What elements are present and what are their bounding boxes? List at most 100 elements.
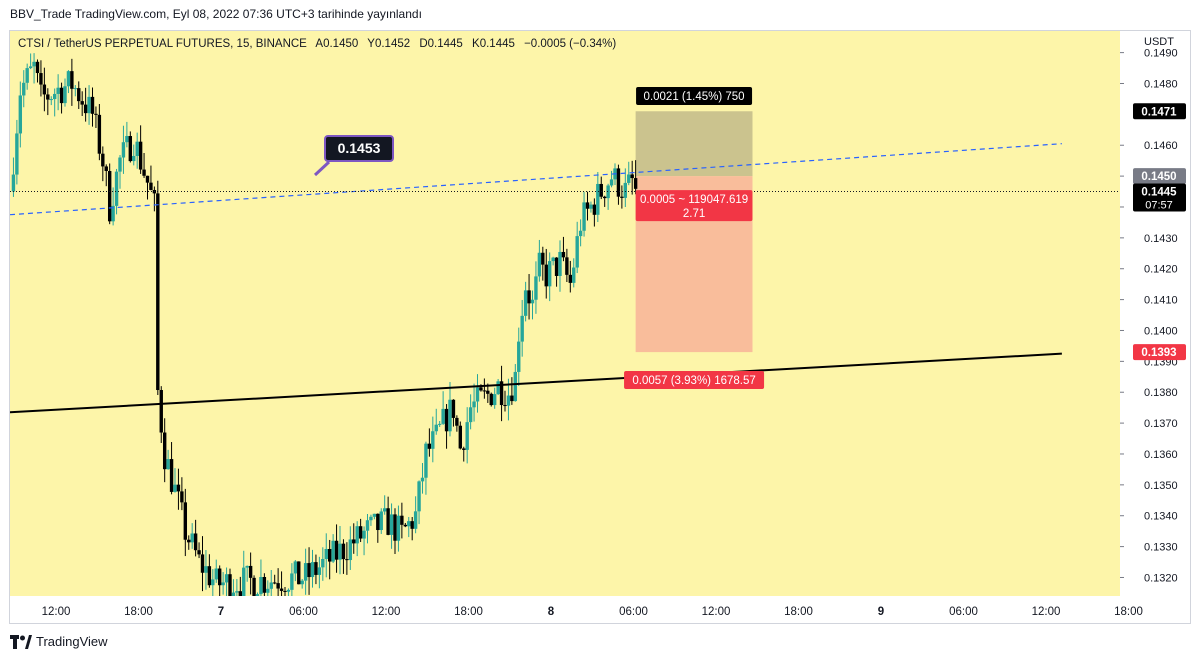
candle-body: [479, 387, 483, 391]
candle-body: [523, 290, 528, 316]
candle-body: [407, 521, 411, 527]
candle-body: [28, 66, 33, 69]
plot-area[interactable]: 0.1453: [10, 53, 1120, 612]
candle-body: [80, 101, 84, 105]
candle-body: [503, 405, 507, 407]
candle-body: [114, 171, 119, 206]
candle-body: [46, 94, 50, 100]
open-pnl-label-box: [635, 190, 753, 222]
candle-body: [56, 87, 60, 94]
candle-body: [609, 179, 614, 186]
time-axis-tick-label: 18:00: [1114, 606, 1143, 618]
candle-body: [297, 561, 301, 585]
price-axis-tick-label: 0.1400: [1144, 325, 1178, 337]
candle-body: [441, 408, 445, 424]
candle-body: [121, 142, 126, 158]
time-axis: [10, 596, 1120, 623]
ticker-change: −0.0005 (−0.34%): [524, 38, 617, 50]
candle-body: [475, 387, 480, 402]
candle-body: [455, 417, 459, 426]
candle-body: [510, 395, 514, 402]
candle-body: [400, 515, 404, 525]
candle-body: [382, 508, 387, 512]
time-axis-tick-label: 06:00: [949, 606, 978, 618]
price-axis-tick-label: 0.1430: [1144, 233, 1178, 245]
published-header: BBV_Trade TradingView.com, Eyl 08, 2022 …: [10, 7, 422, 21]
candle-body: [558, 251, 562, 276]
candle-body: [259, 576, 263, 595]
candle-body: [159, 390, 163, 433]
candle-body: [70, 71, 74, 89]
candle-body: [97, 114, 102, 154]
candle-body: [228, 574, 232, 596]
candle-body: [358, 526, 363, 539]
candle-body: [104, 166, 108, 172]
candle-body: [417, 481, 421, 512]
candle-body: [585, 202, 590, 209]
price-axis-tick-label: 0.1420: [1144, 264, 1178, 276]
candle-body: [235, 591, 239, 593]
candle-body: [534, 276, 538, 300]
candle-body: [231, 592, 236, 596]
candle-body: [544, 264, 548, 287]
price-label-last-countdown: 07:57: [1145, 200, 1173, 212]
price-axis-tick-label: 0.1490: [1144, 48, 1178, 60]
candle-body: [128, 136, 133, 162]
callout-label: 0.1453: [338, 140, 381, 156]
candle-body: [176, 484, 181, 492]
candle-body: [575, 236, 579, 268]
candle-body: [486, 390, 490, 394]
candle-body: [420, 477, 425, 482]
candle-body: [352, 539, 356, 544]
chart-frame: [9, 30, 1191, 624]
candle-body: [242, 567, 246, 596]
candle-body: [338, 543, 342, 560]
candle-body: [496, 381, 500, 395]
candle-body: [596, 183, 600, 215]
candle-body: [606, 185, 610, 199]
candle-body: [444, 408, 449, 432]
price-axis-tick-label: 0.1380: [1144, 387, 1178, 399]
time-axis-tick-label: 18:00: [124, 606, 153, 618]
ticker-close: K0.1445: [472, 38, 515, 50]
candle-body: [565, 257, 569, 275]
candle-body: [602, 196, 607, 199]
candle-body: [369, 516, 373, 521]
candle-body: [276, 583, 280, 589]
candle-body: [217, 568, 222, 586]
candle-body: [52, 93, 57, 100]
price-label-entry: 0.1450: [1141, 171, 1176, 183]
candle-body: [190, 533, 194, 543]
candle-body: [142, 169, 146, 176]
candle-body: [255, 594, 260, 596]
candle-body: [197, 550, 201, 555]
candle-body: [314, 562, 318, 575]
price-label-stop-box: [1133, 103, 1186, 120]
candle-body: [517, 341, 521, 372]
candle-body: [620, 196, 624, 198]
candle-body: [572, 267, 576, 283]
candle-body: [11, 174, 16, 192]
price-axis-tick-label: 0.1410: [1144, 295, 1178, 307]
candle-body: [448, 399, 452, 432]
footer-brand: TradingView: [36, 634, 108, 649]
candle-body: [149, 182, 153, 190]
candle-body: [42, 84, 47, 95]
candle-body: [73, 88, 78, 90]
candle-body: [269, 582, 273, 589]
candle-body: [25, 68, 29, 83]
candle-body: [107, 171, 112, 222]
ticker-low: D0.1445: [419, 38, 463, 50]
candle-body: [424, 443, 428, 478]
candle-body: [293, 561, 298, 574]
ticker-high: Y0.1452: [367, 38, 411, 50]
candle-body: [173, 484, 177, 492]
candle-body: [238, 591, 243, 596]
candle-body: [207, 566, 212, 586]
candle-body: [183, 502, 188, 540]
candle-body: [551, 257, 555, 262]
price-axis-currency: USDT: [1144, 36, 1174, 48]
candle-body: [125, 136, 129, 143]
candle-body: [561, 251, 566, 258]
